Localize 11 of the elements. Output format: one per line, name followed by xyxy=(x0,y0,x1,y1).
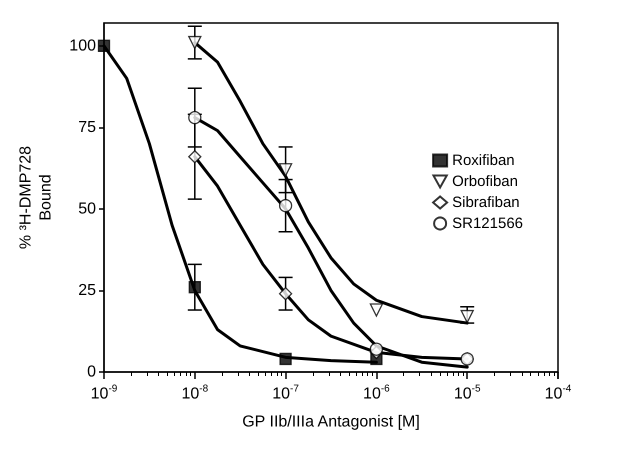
legend-label: Roxifiban xyxy=(452,152,515,169)
y-axis-title: % ³H-DMP728 Bound xyxy=(18,146,54,250)
x-axis-title: GP IIb/IIIa Antagonist [M] xyxy=(242,414,420,430)
y-tick-label: 100 xyxy=(69,37,96,54)
y-tick-label: 50 xyxy=(78,200,96,218)
y-tick-label: 25 xyxy=(78,282,96,299)
y-tick-label: 0 xyxy=(87,364,96,380)
y-tick-label: 75 xyxy=(78,118,96,136)
legend-label: Sibrafiban xyxy=(452,194,520,211)
legend-label: SR121566 xyxy=(452,215,524,232)
legend-label: Orbofiban xyxy=(452,173,518,190)
